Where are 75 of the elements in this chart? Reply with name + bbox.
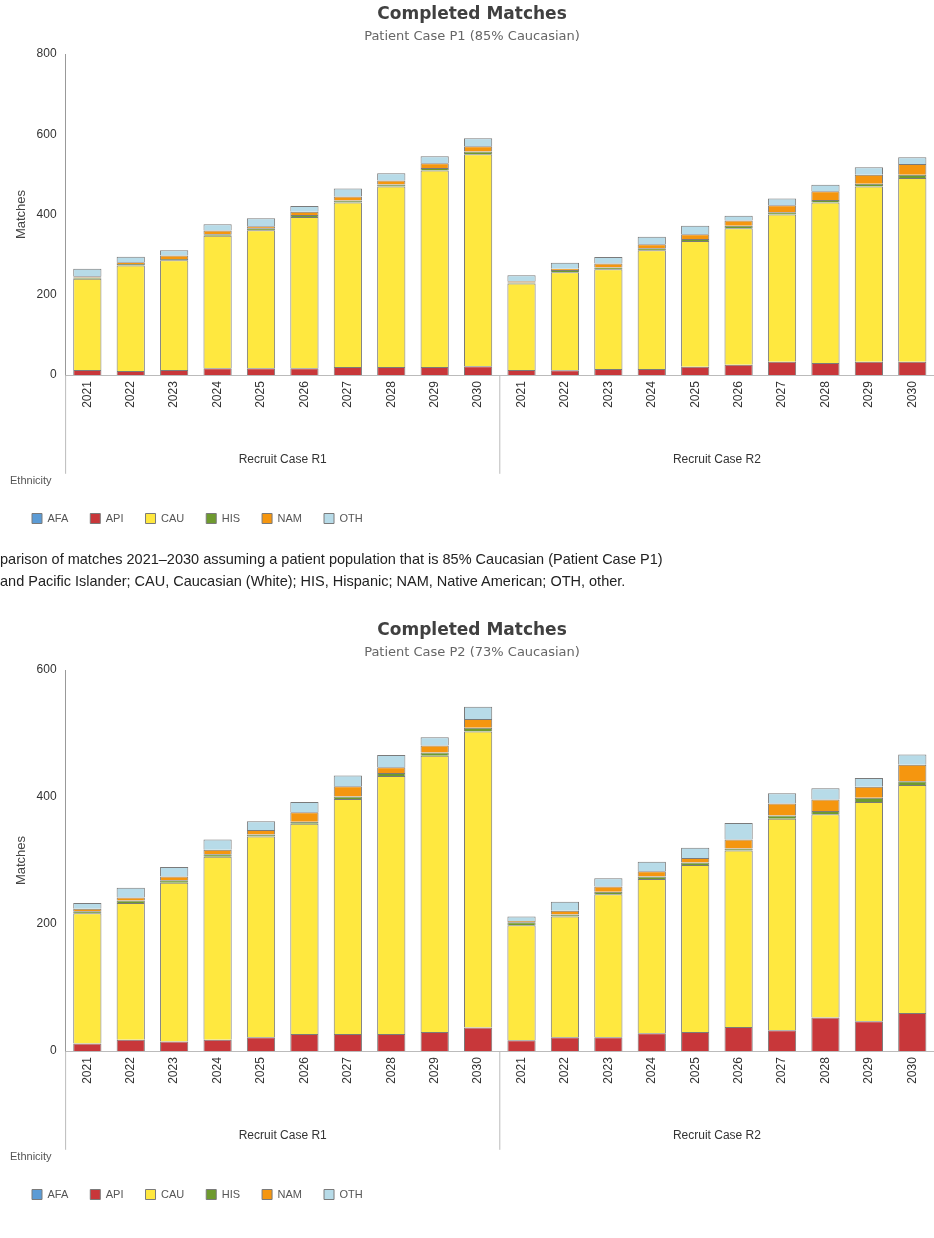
x-tick-label: 2030 [470, 1056, 485, 1084]
x-tick-label: 2028 [383, 1056, 398, 1084]
x-tick-label: 2030 [904, 380, 919, 408]
text: parison of matches 2021–2030 assuming a patient population that is 85% Caucasian (Patient Case P1) [0, 550, 664, 569]
legend-title: Ethnicity [10, 474, 53, 487]
x-tick-label: 2029 [861, 1056, 876, 1084]
x-tick-label: 2028 [383, 380, 398, 408]
legend-title: Ethnicity [10, 1150, 53, 1163]
x-tick-label: 2030 [470, 380, 485, 408]
chart-title: Completed Matches [377, 618, 567, 639]
x-tick-label: 2026 [296, 380, 311, 408]
x-tick-label: 2025 [253, 380, 268, 408]
text: Recruit Case R2 [672, 1128, 762, 1143]
y-axis-title: Matches [13, 189, 29, 240]
chart-title: Completed Matches [377, 2, 567, 23]
y-tick-label: 200 [36, 287, 57, 302]
x-tick-label: 2021 [79, 380, 94, 408]
legend-label: HIS [221, 511, 241, 524]
x-tick-label: 2024 [209, 1056, 224, 1084]
x-tick-label: 2027 [774, 1056, 789, 1084]
chart-subtitle: Patient Case P1 (85% Caucasian) [364, 27, 580, 43]
y-tick-label: 600 [36, 662, 57, 677]
legend-label: AFA [47, 511, 69, 524]
x-tick-label: 2023 [600, 380, 615, 408]
x-tick-label: 2029 [426, 380, 441, 408]
legend-label: NAM [277, 1187, 303, 1200]
x-tick-label: 2021 [79, 1056, 94, 1084]
x-tick-label: 2022 [123, 380, 138, 408]
y-tick-label: 0 [49, 1043, 57, 1058]
x-tick-label: 2026 [730, 1056, 745, 1084]
text: Recruit Case R1 [238, 1128, 328, 1143]
x-tick-label: 2025 [253, 1056, 268, 1084]
legend-label: NAM [277, 511, 303, 524]
text: Recruit Case R1 [238, 452, 328, 467]
x-tick-label: 2022 [557, 1056, 572, 1084]
x-tick-label: 2027 [774, 380, 789, 408]
x-tick-label: 2023 [600, 1056, 615, 1084]
x-tick-label: 2022 [123, 1056, 138, 1084]
legend-label: HIS [221, 1187, 241, 1200]
legend-label: OTH [339, 511, 363, 524]
chart-subtitle: Patient Case P2 (73% Caucasian) [364, 643, 580, 659]
x-tick-label: 2030 [904, 1056, 919, 1084]
x-tick-label: 2027 [340, 380, 355, 408]
legend-label: API [105, 511, 124, 524]
x-tick-label: 2029 [861, 380, 876, 408]
y-tick-label: 400 [36, 789, 57, 804]
y-tick-label: 800 [36, 46, 57, 61]
x-tick-label: 2028 [817, 1056, 832, 1084]
y-tick-label: 0 [49, 367, 57, 382]
y-tick-label: 600 [36, 126, 57, 141]
x-tick-label: 2028 [817, 380, 832, 408]
x-tick-label: 2022 [557, 380, 572, 408]
legend-label: AFA [47, 1187, 69, 1200]
y-tick-label: 200 [36, 916, 57, 931]
legend-label: API [105, 1187, 124, 1200]
y-axis-title: Matches [13, 835, 29, 886]
x-tick-label: 2029 [426, 1056, 441, 1084]
x-tick-label: 2024 [644, 380, 659, 408]
x-tick-label: 2024 [644, 1056, 659, 1084]
x-tick-label: 2023 [166, 1056, 181, 1084]
x-tick-label: 2021 [513, 380, 528, 408]
x-tick-label: 2027 [340, 1056, 355, 1084]
x-tick-label: 2025 [687, 380, 702, 408]
legend-label: CAU [161, 1187, 185, 1200]
x-tick-label: 2026 [296, 1056, 311, 1084]
x-tick-label: 2024 [209, 380, 224, 408]
x-tick-label: 2025 [687, 1056, 702, 1084]
x-tick-label: 2021 [513, 1056, 528, 1084]
x-tick-label: 2023 [166, 380, 181, 408]
legend-label: CAU [161, 511, 185, 524]
x-tick-label: 2026 [730, 380, 745, 408]
text: Recruit Case R2 [672, 452, 762, 467]
legend-label: OTH [339, 1187, 363, 1200]
text: and Pacific Islander; CAU, Caucasian (White); HIS, Hispanic; NAM, Native American; OTH, other. [0, 572, 627, 591]
y-tick-label: 400 [36, 206, 57, 221]
